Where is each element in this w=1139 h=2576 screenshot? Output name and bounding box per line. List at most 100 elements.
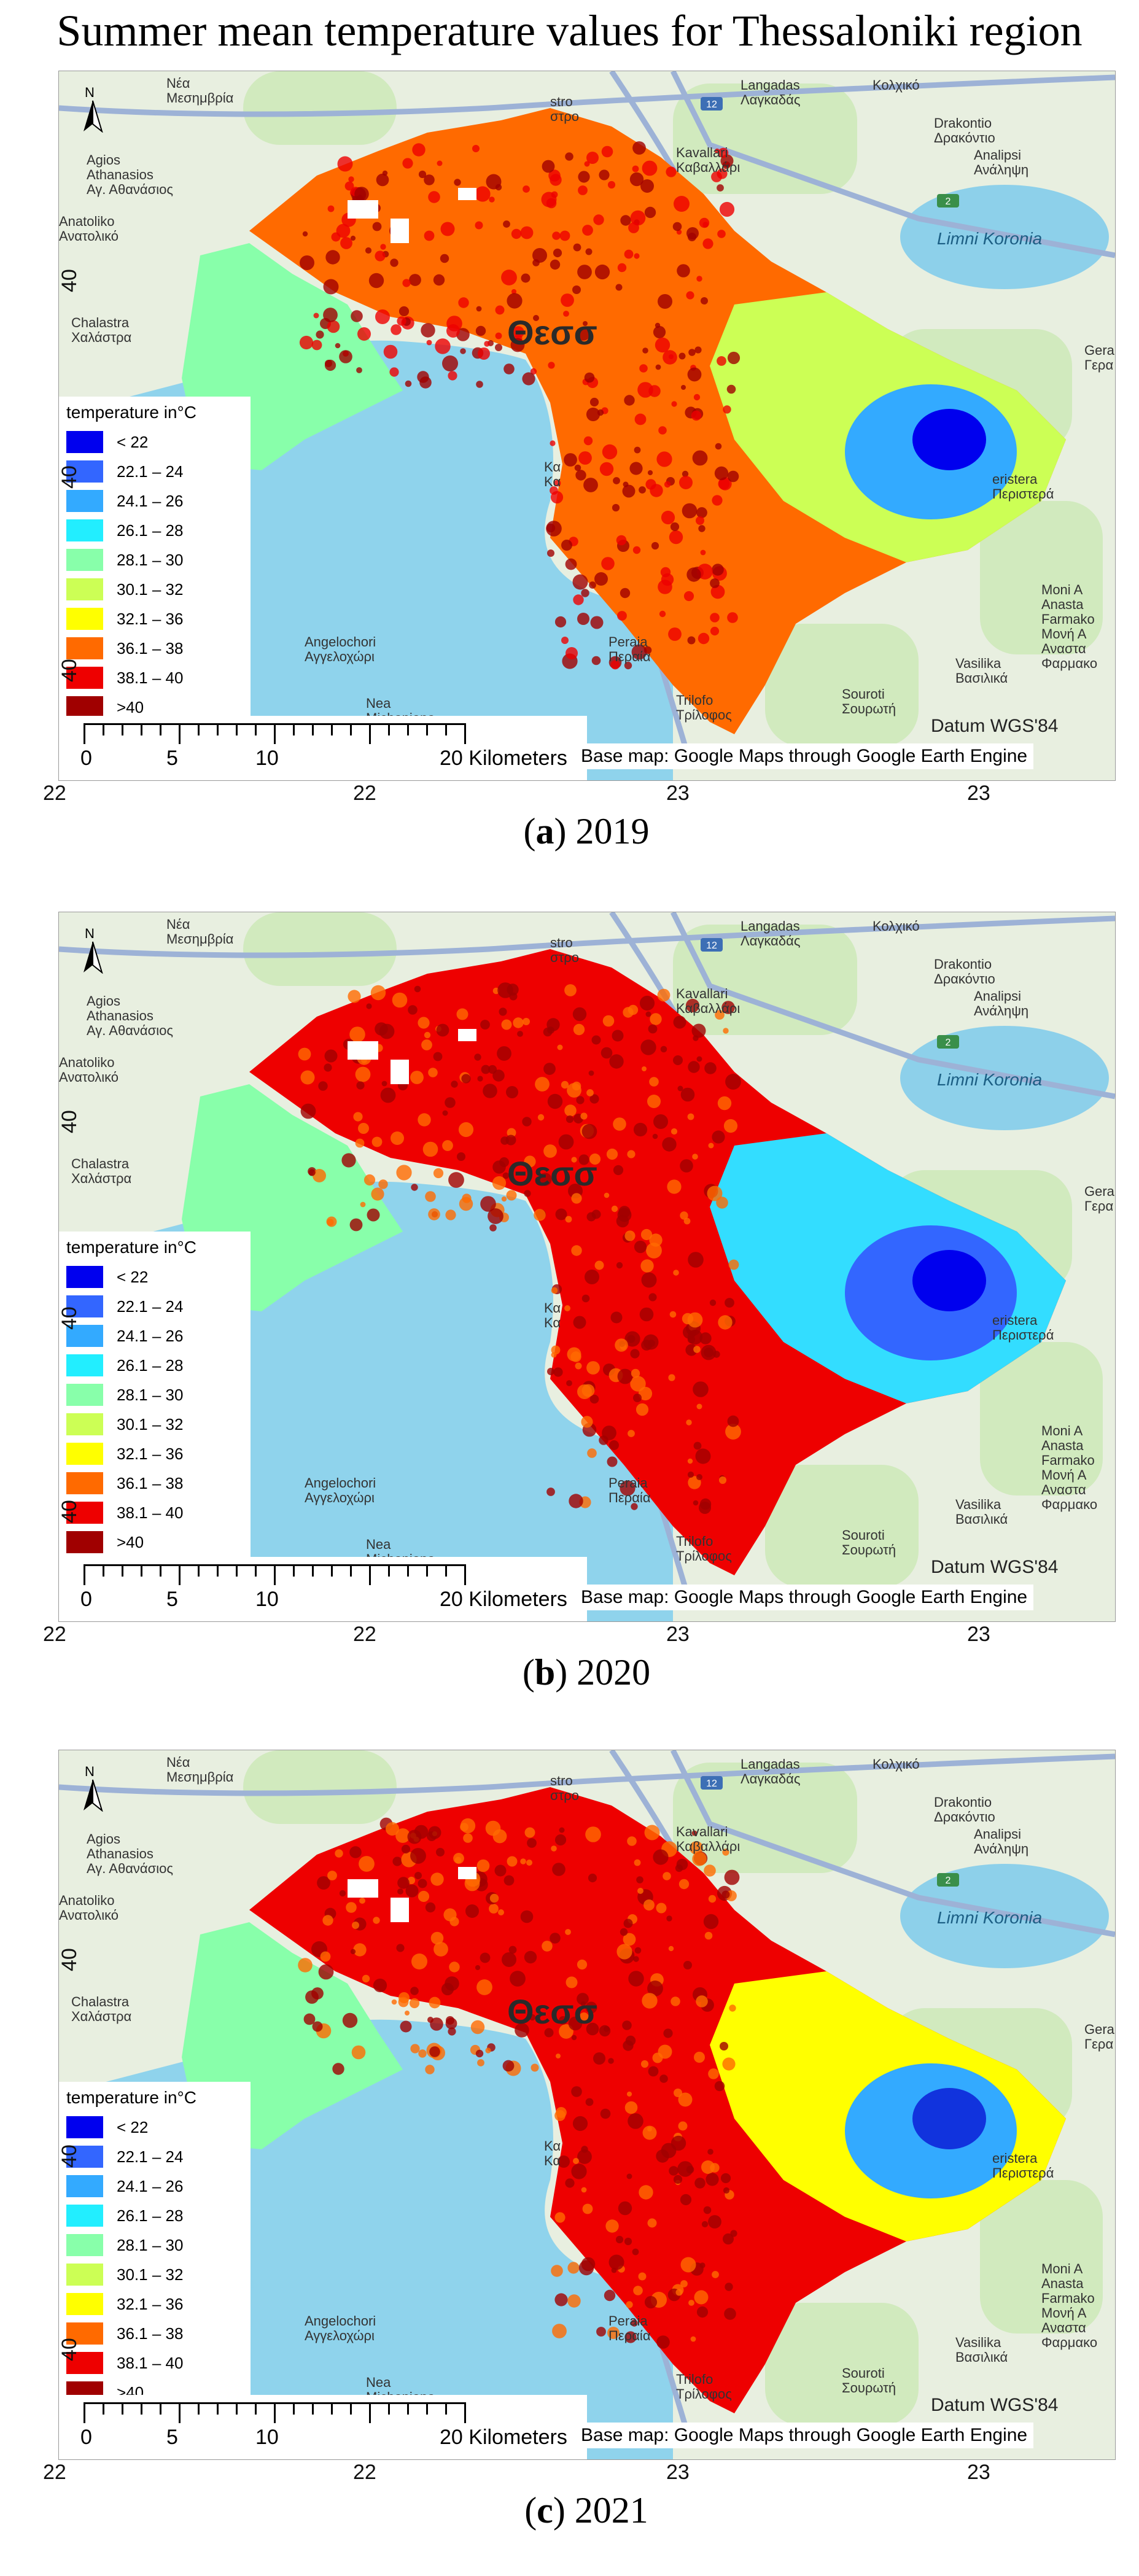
panel-caption: (c) 2021 [524,2490,648,2531]
scale-tick [388,1564,390,1577]
scale-tick [141,723,142,735]
legend-label: 22.1 – 24 [117,462,184,481]
road-shield-icon: 2 [937,1873,959,1887]
y-coordinate-label: 40 [58,269,81,292]
x-coordinate-label: 22 [43,2461,66,2484]
scale-tick [369,2402,371,2423]
place-label-trilofo: Trilofo Τρίλοφος [676,1534,732,1564]
place-label-anatoliko: Anatoliko Ανατολικό [59,1055,119,1085]
scale-tick [464,2402,466,2423]
legend-swatch [66,1443,103,1465]
scale-tick [84,723,85,744]
legend-swatch [66,578,103,600]
scale-tick [445,723,447,735]
y-coordinate-label: 40 [58,2144,81,2168]
road-number: 12 [706,1779,717,1789]
legend-item: 38.1 – 40 [66,1498,251,1527]
legend-swatch [66,1531,103,1553]
place-label-chalastra: Chalastra Χαλάστρα [71,1156,132,1186]
scale-tick [236,723,238,735]
place-label-langadas: Langadas Λαγκαδάς [741,77,800,107]
scale-tick [274,723,276,744]
scale-tick [160,2402,161,2415]
svg-text:N: N [85,85,95,100]
legend-label: 32.1 – 36 [117,609,184,628]
legend-item: 28.1 – 30 [66,1380,251,1410]
legend-swatch [66,460,103,483]
scale-tick [103,2402,104,2415]
legend: temperature in°C < 22 22.1 – 24 24.1 – 26 2… [59,1232,251,1563]
legend-item: 26.1 – 28 [66,2201,251,2230]
caption-letter: c [537,2490,553,2531]
legend-label: < 22 [117,1267,149,1286]
place-label-anatoliko: Anatoliko Ανατολικό [59,214,119,244]
legend-item: 22.1 – 24 [66,2142,251,2171]
y-coordinate-label: 40 [58,465,81,489]
legend-swatch [66,519,103,541]
place-label-angelochori: Angelochori Αγγελοχώρι [305,2313,376,2343]
place-label-gera: Gera Γερα [1084,2022,1115,2052]
x-coordinate-label: 23 [967,782,990,805]
road-line [670,1750,1115,1938]
legend-label: >40 [117,1532,144,1551]
scale-bar: 0 5 10 20 Kilometers [59,1557,587,1621]
scale-tick [464,723,466,744]
legend-title: temperature in°C [66,1238,196,1257]
scale-tick [331,1564,333,1577]
basemap-credit: Base map: Google Maps through Google Ear… [575,1585,1034,1610]
datum-label: Datum WGS'84 [931,1557,1059,1577]
place-label-angelochori: Angelochori Αγγελοχώρι [305,634,376,664]
legend-label: 38.1 – 40 [117,668,184,687]
map-frame: 12222LangadasΛαγκαδάςΚολχικόDrakontioΔρα… [58,1750,1116,2460]
road-number: 12 [706,99,717,110]
place-label-gera: Gera Γερα [1084,1184,1115,1214]
scale-tick [103,1564,104,1577]
place-label-analipsi: Analipsi Ανάληψη [974,988,1028,1018]
temperature-texture [298,982,741,1514]
legend-label: 24.1 – 26 [117,491,184,510]
x-coordinate-label: 22 [353,1623,376,1646]
legend-swatch [66,2352,103,2374]
place-label-moni: Moni A Anasta Farmakо Μονή Α Αναστα Φαρμακο [1041,2261,1097,2350]
legend-swatch [66,2175,103,2197]
caption-year: 2020 [577,1652,651,1693]
place-label-agios: Agios Athanasios Αγ. Αθανάσιος [87,993,173,1038]
scale-tick [84,1564,85,1585]
place-label-kolchiko: Κολχικό [873,918,920,934]
x-coordinate-label: 23 [666,2461,690,2484]
scale-tick [236,2402,238,2415]
legend-item: 26.1 – 28 [66,516,251,545]
temperature-texture [298,1817,740,2349]
place-label-trilofo: Trilofo Τρίλοφος [676,2372,732,2402]
x-coordinate-label: 23 [666,782,690,805]
scale-label: 5 [166,1588,178,1611]
legend-label: 36.1 – 38 [117,1473,184,1492]
place-label-kavallari: Kavallari Καβαλλάρι [676,1824,740,1854]
temperature-texture [299,141,741,670]
scale-tick [350,1564,352,1577]
scale-tick [388,2402,390,2415]
legend-item: 36.1 – 38 [66,1468,251,1498]
y-coordinate-label: 40 [58,1500,81,1523]
legend-swatch [66,696,103,718]
legend-swatch [66,2234,103,2256]
temperature-zone-cold [912,409,986,470]
place-label-eristera: eristera Περιστερά [992,1313,1054,1343]
scale-tick [84,2402,85,2423]
legend-label: 28.1 – 30 [117,1385,184,1404]
road-shield-icon: 12 [701,1776,723,1790]
caption-letter: b [534,1652,556,1693]
legend-swatch [66,2293,103,2315]
legend-item: < 22 [66,1262,251,1292]
temperature-zone-central [249,1787,1066,2413]
place-label-chalastra: Chalastra Χαλάστρα [71,1994,132,2024]
scale-tick [160,723,161,735]
legend-swatch [66,1266,103,1288]
legend-label: 30.1 – 32 [117,2265,184,2284]
basemap-credit: Base map: Google Maps through Google Ear… [575,2423,1034,2448]
scale-tick [274,2402,276,2423]
place-label-trilofo: Trilofo Τρίλοφος [676,692,732,723]
place-label-kolchiko: Κολχικό [873,1756,920,1772]
legend-label: 38.1 – 40 [117,2353,184,2372]
place-label-nea-mesimvria: Νέα Μεσημβρία [166,76,234,106]
